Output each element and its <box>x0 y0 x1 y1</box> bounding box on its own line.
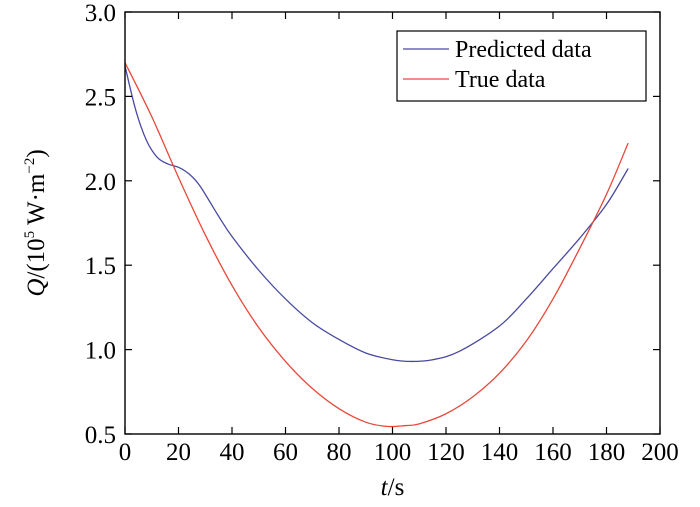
x-axis-variable: t <box>381 474 389 501</box>
y-axis-unit-2: W·m <box>23 173 50 231</box>
y-axis-unit: /(10 <box>23 238 50 278</box>
x-tick-label: 180 <box>588 439 626 466</box>
legend-label-predicted: Predicted data <box>455 37 592 63</box>
legend: Predicted data True data <box>396 30 647 102</box>
x-tick-label: 120 <box>427 439 465 466</box>
y-tick-label: 2.5 <box>85 84 116 111</box>
x-axis-unit: /s <box>388 474 405 501</box>
y-tick-label: 0.5 <box>85 422 116 449</box>
legend-box <box>396 30 647 102</box>
x-tick-label: 200 <box>641 439 679 466</box>
y-axis-close-paren: ) <box>23 149 50 157</box>
series-line-predicted <box>124 65 629 363</box>
x-tick-label: 40 <box>220 439 245 466</box>
tick-labels: 0 20 40 60 80 100 120 140 160 180 200 0.5 1.0 1.5 2.0 2… <box>85 0 679 466</box>
x-tick-label: 160 <box>534 439 572 466</box>
x-tick-label: 20 <box>166 439 191 466</box>
x-tick-label: 100 <box>374 439 412 466</box>
series-line-true <box>124 61 629 428</box>
y-axis-variable: Q <box>23 279 50 297</box>
x-tick-label: 0 <box>119 439 132 466</box>
y-axis-exponent-2: −2 <box>22 158 38 174</box>
y-tick-label: 2.0 <box>85 169 116 196</box>
x-tick-label: 80 <box>327 439 352 466</box>
y-axis-exponent: 5 <box>22 231 38 239</box>
x-axis-label: t/s <box>381 474 405 501</box>
y-tick-label: 3.0 <box>85 0 116 27</box>
plot-content <box>124 61 629 428</box>
y-axis-label: Q/(105 W·m−2) <box>22 149 50 296</box>
x-tick-label: 60 <box>273 439 298 466</box>
plot-frame <box>124 11 661 435</box>
y-tick-label: 1.5 <box>85 253 116 280</box>
y-tick-label: 1.0 <box>85 338 116 365</box>
x-tick-label: 140 <box>481 439 519 466</box>
legend-label-true: True data <box>455 67 546 93</box>
